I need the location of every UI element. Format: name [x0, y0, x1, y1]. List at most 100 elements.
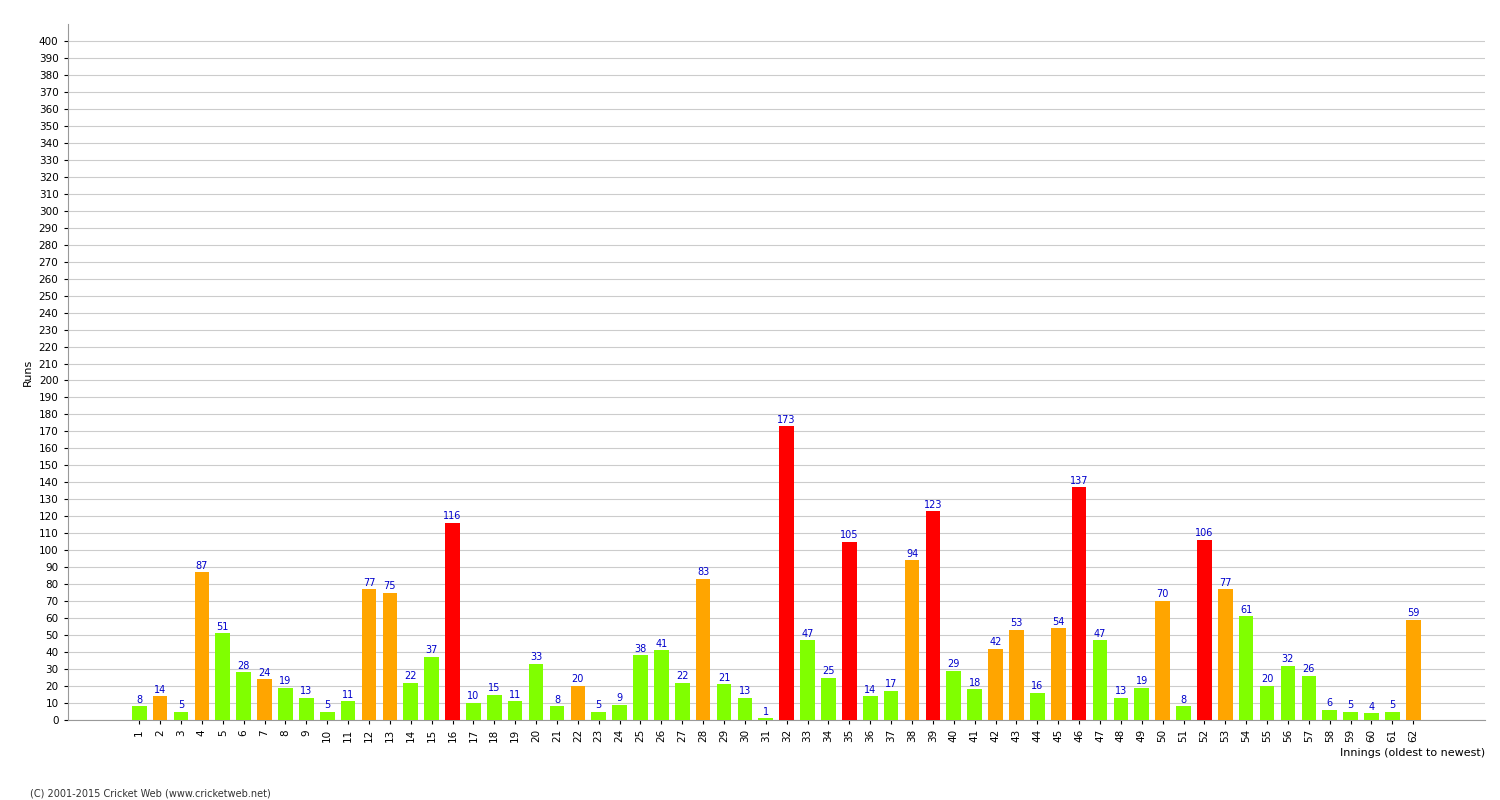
Bar: [1281, 666, 1296, 720]
Bar: [675, 682, 690, 720]
Bar: [216, 634, 229, 720]
Bar: [1302, 676, 1316, 720]
Text: 11: 11: [342, 690, 354, 700]
Text: 105: 105: [840, 530, 858, 540]
Bar: [946, 670, 962, 720]
X-axis label: Innings (oldest to newest): Innings (oldest to newest): [1340, 748, 1485, 758]
Text: 59: 59: [1407, 608, 1419, 618]
Text: 13: 13: [300, 686, 312, 696]
Text: 20: 20: [1262, 674, 1274, 684]
Text: 11: 11: [509, 690, 522, 700]
Bar: [424, 657, 439, 720]
Bar: [591, 711, 606, 720]
Bar: [509, 702, 522, 720]
Bar: [488, 694, 501, 720]
Text: 24: 24: [258, 667, 270, 678]
Text: (C) 2001-2015 Cricket Web (www.cricketweb.net): (C) 2001-2015 Cricket Web (www.cricketwe…: [30, 788, 270, 798]
Bar: [549, 706, 564, 720]
Bar: [926, 511, 940, 720]
Text: 17: 17: [885, 679, 897, 690]
Bar: [466, 703, 480, 720]
Text: 42: 42: [990, 637, 1002, 647]
Bar: [1072, 487, 1086, 720]
Text: 53: 53: [1010, 618, 1023, 628]
Y-axis label: Runs: Runs: [22, 358, 33, 386]
Text: 116: 116: [444, 511, 462, 522]
Bar: [1344, 711, 1358, 720]
Bar: [362, 590, 376, 720]
Text: 22: 22: [405, 671, 417, 681]
Bar: [1364, 714, 1378, 720]
Bar: [1384, 711, 1400, 720]
Text: 77: 77: [363, 578, 375, 587]
Bar: [1239, 617, 1254, 720]
Text: 25: 25: [822, 666, 834, 676]
Text: 37: 37: [426, 646, 438, 655]
Bar: [1010, 630, 1023, 720]
Text: 54: 54: [1052, 617, 1065, 626]
Bar: [696, 579, 711, 720]
Bar: [738, 698, 752, 720]
Bar: [654, 650, 669, 720]
Text: 1: 1: [762, 706, 770, 717]
Text: 20: 20: [572, 674, 584, 684]
Bar: [404, 682, 418, 720]
Bar: [256, 679, 272, 720]
Bar: [340, 702, 356, 720]
Text: 19: 19: [279, 676, 291, 686]
Bar: [530, 664, 543, 720]
Text: 5: 5: [1347, 700, 1353, 710]
Text: 8: 8: [554, 694, 560, 705]
Text: 137: 137: [1070, 476, 1089, 486]
Text: 14: 14: [154, 685, 166, 694]
Bar: [1323, 710, 1336, 720]
Bar: [298, 698, 314, 720]
Text: 70: 70: [1156, 590, 1168, 599]
Text: 51: 51: [216, 622, 229, 632]
Text: 33: 33: [530, 652, 542, 662]
Text: 28: 28: [237, 661, 250, 670]
Bar: [1134, 688, 1149, 720]
Bar: [1218, 590, 1233, 720]
Text: 87: 87: [195, 561, 208, 570]
Bar: [821, 678, 836, 720]
Text: 32: 32: [1282, 654, 1294, 664]
Bar: [780, 426, 794, 720]
Text: 22: 22: [676, 671, 688, 681]
Text: 94: 94: [906, 549, 918, 558]
Text: 10: 10: [468, 691, 480, 702]
Bar: [633, 655, 648, 720]
Text: 18: 18: [969, 678, 981, 688]
Bar: [153, 696, 168, 720]
Bar: [968, 690, 982, 720]
Bar: [446, 523, 460, 720]
Bar: [904, 561, 920, 720]
Bar: [174, 711, 189, 720]
Text: 14: 14: [864, 685, 876, 694]
Bar: [988, 649, 1004, 720]
Text: 19: 19: [1136, 676, 1148, 686]
Bar: [320, 711, 334, 720]
Text: 16: 16: [1030, 681, 1044, 691]
Bar: [717, 684, 732, 720]
Text: 106: 106: [1196, 528, 1214, 538]
Bar: [1176, 706, 1191, 720]
Text: 123: 123: [924, 499, 942, 510]
Text: 38: 38: [634, 644, 646, 654]
Text: 8: 8: [136, 694, 142, 705]
Bar: [1052, 628, 1065, 720]
Text: 61: 61: [1240, 605, 1252, 614]
Text: 6: 6: [1326, 698, 1334, 708]
Bar: [570, 686, 585, 720]
Text: 75: 75: [384, 581, 396, 591]
Bar: [1406, 620, 1420, 720]
Text: 77: 77: [1220, 578, 1232, 587]
Text: 8: 8: [1180, 694, 1186, 705]
Text: 13: 13: [740, 686, 752, 696]
Text: 5: 5: [324, 700, 330, 710]
Bar: [1030, 693, 1044, 720]
Bar: [1260, 686, 1275, 720]
Bar: [612, 705, 627, 720]
Bar: [1113, 698, 1128, 720]
Text: 13: 13: [1114, 686, 1126, 696]
